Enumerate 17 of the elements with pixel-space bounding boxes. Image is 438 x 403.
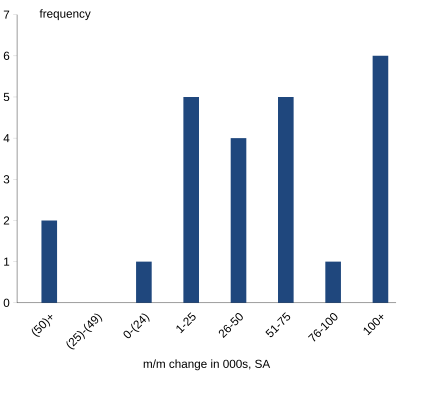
bar bbox=[136, 261, 152, 303]
y-tick-label: 4 bbox=[4, 134, 10, 142]
bar bbox=[230, 138, 246, 303]
y-tick-label: 7 bbox=[4, 10, 10, 18]
bar bbox=[183, 96, 200, 303]
bar bbox=[372, 56, 388, 303]
y-tick-label: 3 bbox=[4, 174, 10, 184]
y-axis-title: frequency bbox=[40, 9, 91, 20]
bar bbox=[325, 261, 341, 303]
y-tick-label: 5 bbox=[4, 92, 10, 101]
y-tick-label: 2 bbox=[4, 216, 10, 224]
y-tick-label: 6 bbox=[4, 51, 10, 60]
x-axis-title: m/m change in 000s, SA bbox=[144, 359, 270, 370]
bar bbox=[41, 220, 58, 303]
y-tick-label: 1 bbox=[4, 257, 10, 266]
bar bbox=[278, 96, 294, 303]
y-tick-label: 0 bbox=[4, 298, 10, 307]
